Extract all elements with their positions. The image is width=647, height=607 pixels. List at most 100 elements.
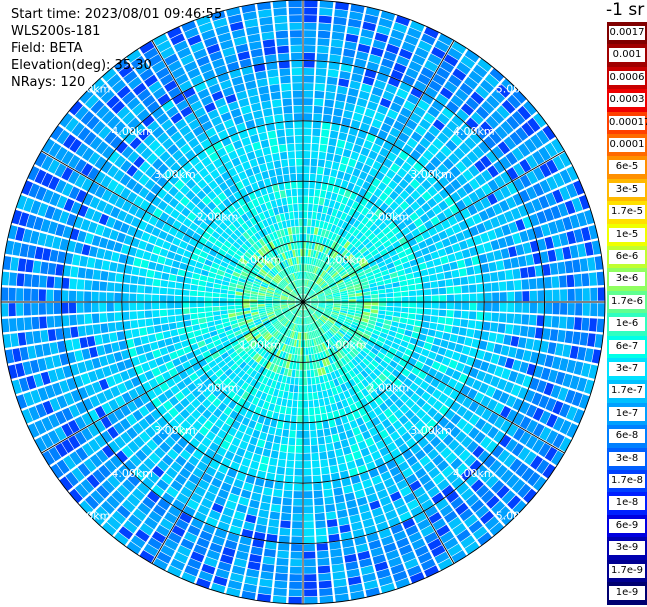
ppi-gate [157,460,169,472]
ppi-gate [491,500,506,515]
ppi-gate [542,328,551,340]
ppi-gate [312,121,322,129]
ppi-gate [202,523,216,535]
ppi-gate [107,272,116,282]
ppi-gate [72,338,81,350]
ppi-gate [244,240,252,248]
ppi-gate [2,256,12,270]
ppi-gate [133,436,145,448]
ppi-gate [512,398,524,411]
ppi-gate [284,310,291,316]
ppi-gate [355,457,365,467]
ppi-gate [533,112,547,128]
ppi-gate [468,246,478,257]
ppi-gate [9,318,17,332]
ppi-gate [273,106,283,115]
ppi-gate [340,63,353,73]
ppi-gate [273,207,279,216]
ppi-gate [309,324,313,332]
ppi-gate [405,67,419,79]
ppi-gate [279,213,286,222]
ppi-gate [341,196,349,205]
ppi-gate [98,378,109,391]
ppi-gate [356,98,368,108]
ppi-gate [373,227,382,236]
ppi-gate [175,518,189,531]
ppi-gate [371,143,382,154]
ppi-gate [243,112,254,122]
ppi-gate [319,352,325,360]
ppi-gate [245,318,253,324]
ppi-gate [207,403,217,414]
ppi-gate [349,246,357,254]
ppi-gate [182,289,190,296]
ppi-gate [379,202,389,212]
ppi-gate [113,532,129,546]
ppi-gate [389,326,398,332]
ppi-gate [96,485,110,499]
ppi-gate [456,109,469,122]
ppi-gate [417,224,427,234]
ppi-gate [35,186,47,201]
ppi-gate [575,288,583,301]
ppi-gate [569,345,579,359]
ppi-gate [420,425,431,437]
ppi-gate [201,120,213,132]
ppi-gate [311,339,315,347]
ppi-gate [285,407,292,415]
ppi-gate [351,521,363,531]
ppi-gate [297,296,303,302]
ppi-gate [174,302,182,309]
ppi-gate [332,261,339,268]
ppi-gate [236,250,244,257]
ppi-gate [238,321,246,327]
ppi-gate [537,290,545,302]
ppi-gate [465,237,476,248]
ppi-gate [179,80,193,92]
ppi-gate [328,257,334,265]
ppi-gate [123,520,138,534]
ppi-gate [338,187,346,196]
ppi-gate [100,160,113,174]
ppi-gate [212,297,220,302]
ppi-gate [324,230,330,238]
ppi-gate [305,249,309,257]
ppi-gate [288,304,296,307]
ppi-gate [303,249,306,257]
ppi-gate [361,388,370,397]
ppi-gate [331,313,339,318]
ppi-gate [303,370,307,378]
ppi-gate [197,504,210,516]
ppi-gate [180,196,190,207]
ppi-gate [272,302,280,304]
ppi-gate [137,109,150,122]
ppi-gate [371,416,381,426]
ppi-gate [525,154,538,169]
ppi-gate [252,243,260,251]
ppi-gate [312,330,317,338]
ppi-gate [351,321,360,327]
ppi-gate [267,261,274,268]
ppi-gate [336,351,343,359]
ppi-gate [559,152,572,167]
ppi-gate [128,204,139,216]
ppi-gate [313,322,318,329]
ppi-gate [573,361,584,376]
ppi-gate [143,47,159,61]
ppi-gate [235,264,244,271]
ppi-gate [557,387,569,402]
ppi-gate [300,317,303,325]
ppi-gate [117,382,128,394]
ppi-gate [161,272,170,281]
ppi-gate [299,332,302,340]
ppi-gate [341,366,348,374]
ppi-gate [129,284,138,293]
ppi-gate [303,302,308,308]
ppi-gate [519,189,531,203]
ppi-gate [285,467,294,476]
ppi-gate [128,388,139,400]
ppi-gate [224,450,235,461]
ppi-gate [284,328,289,336]
ppi-gate [136,302,144,310]
ppi-gate [432,119,445,131]
